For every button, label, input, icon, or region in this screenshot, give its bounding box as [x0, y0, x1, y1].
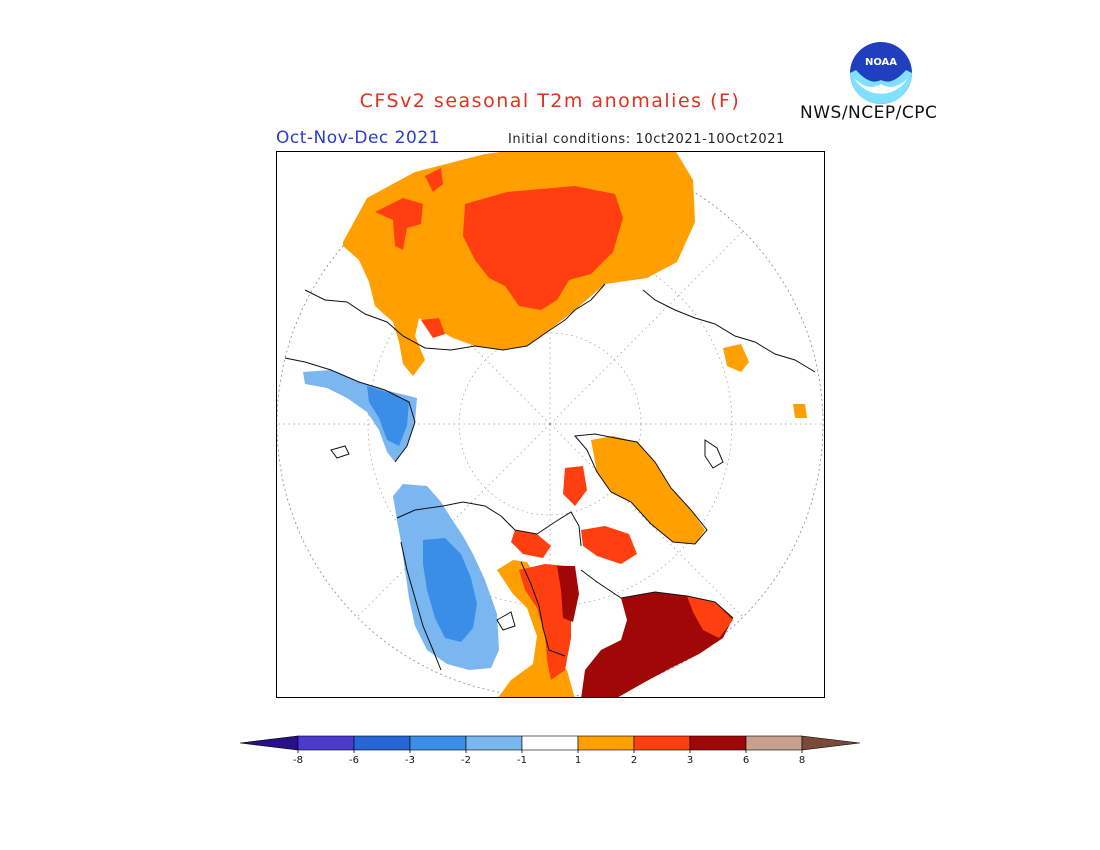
colorbar-tick-label: 8	[799, 755, 805, 766]
anomaly-cold-asia	[367, 386, 409, 446]
colorbar-box	[689, 735, 747, 751]
anomaly-hot-baffin	[581, 526, 637, 564]
colorbar: -8 -6 -3 -2 -1 1 2 3 6 8	[239, 735, 861, 766]
colorbar-box	[465, 735, 523, 751]
colorbar-tick-label: -3	[405, 755, 415, 766]
colorbar-tick-label: -6	[349, 755, 359, 766]
logo-text: NOAA	[865, 57, 897, 68]
credit-label: NWS/NCEP/CPC	[800, 103, 938, 123]
anomaly-very-hot-hudson	[557, 566, 579, 622]
anomaly-hot-ellesmere	[563, 466, 587, 506]
colorbar-tick-label: 3	[687, 755, 693, 766]
colorbar-tick-label: -2	[461, 755, 471, 766]
colorbar-box	[297, 735, 355, 751]
colorbar-arrow-low	[239, 735, 299, 751]
colorbar-tick-label: 1	[575, 755, 581, 766]
colorbar-arrow-high	[801, 735, 861, 751]
colorbar-box	[521, 735, 579, 751]
chart-title: CFSv2 seasonal T2m anomalies (F)	[359, 90, 741, 112]
anomaly-hot-hudson	[519, 564, 571, 680]
colorbar-box	[577, 735, 635, 751]
anomaly-very-hot-eastern-canada	[581, 592, 733, 698]
anomaly-warm-iberia-patch	[793, 404, 807, 418]
polar-map	[276, 151, 825, 698]
anomaly-hot-labrador	[687, 596, 733, 638]
anomaly-warm-europe-patch	[723, 344, 749, 372]
coastlines	[284, 283, 816, 671]
anomaly-cold-rockies	[423, 538, 477, 642]
initial-conditions: Initial conditions: 10ct2021-10Oct2021	[508, 132, 785, 147]
colorbar-tick-label: -1	[517, 755, 527, 766]
colorbar-tick-label: -8	[293, 755, 303, 766]
noaa-logo: NOAA	[850, 42, 912, 104]
forecast-period: Oct-Nov-Dec 2021	[276, 128, 440, 148]
anomaly-hot-scandinavia	[425, 168, 443, 192]
colorbar-tick-label: 2	[631, 755, 637, 766]
colorbar-box	[745, 735, 803, 751]
colorbar-tick-label: 6	[743, 755, 749, 766]
colorbar-box	[409, 735, 467, 751]
anomaly-hot-siberia	[463, 186, 623, 310]
anomaly-hot-central-asia	[421, 318, 445, 338]
colorbar-box	[633, 735, 691, 751]
anomaly-hot-arctic-archipelago	[511, 530, 551, 558]
colorbar-box	[353, 735, 411, 751]
anomaly-hot-europe	[375, 198, 423, 250]
anomaly-warm-greenland	[591, 436, 705, 544]
